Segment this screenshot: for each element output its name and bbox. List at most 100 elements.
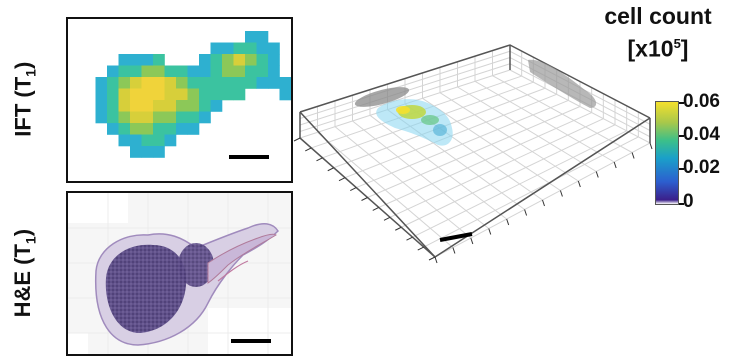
- ift-heatmap-cell: [95, 100, 108, 112]
- ift-heatmap-cell: [153, 134, 165, 147]
- ift-heatmap-cell: [164, 123, 177, 135]
- colorbar-tick-label: 0.06: [683, 91, 720, 112]
- ift-heatmap-cell: [199, 100, 211, 112]
- ift-heatmap-cell: [153, 111, 165, 124]
- ift-heatmap-cell: [187, 65, 200, 78]
- ift-heatmap-cell: [153, 65, 165, 78]
- ift-heatmap-cell: [118, 54, 131, 66]
- ift-heatmap-cell: [233, 77, 246, 89]
- ift-heatmap-cell: [176, 77, 188, 89]
- ift-heatmap-cell: [199, 65, 211, 78]
- ift-heatmap-cell: [256, 77, 269, 89]
- ift-heatmap: [95, 31, 291, 158]
- ift-heatmap-cell: [176, 65, 188, 78]
- ift-heatmap-cell: [245, 31, 257, 43]
- ift-heatmap-cell: [245, 54, 257, 66]
- ift-heatmap-cell: [210, 42, 223, 55]
- ift-scale-bar: [229, 155, 269, 159]
- colorbar-tickmark: [679, 135, 684, 137]
- ift-heatmap-cell: [141, 88, 154, 101]
- colorbar-tick-label: 0: [683, 191, 694, 212]
- ift-heatmap-cell: [256, 42, 269, 55]
- ift-heatmap-cell: [199, 54, 211, 66]
- ift-heatmap-cell: [118, 100, 131, 112]
- ift-heatmap-cell: [130, 134, 142, 147]
- ift-heatmap-cell: [164, 88, 177, 101]
- ift-heatmap-cell: [256, 65, 269, 78]
- ift-heatmap-cell: [118, 123, 131, 135]
- ift-heatmap-cell: [210, 77, 223, 89]
- ift-heatmap-cell: [130, 54, 142, 66]
- ift-heatmap-cell: [141, 54, 154, 66]
- ift-heatmap-cell: [130, 100, 142, 112]
- ift-heatmap-cell: [130, 88, 142, 101]
- ift-heatmap-cell: [141, 65, 154, 78]
- ift-heatmap-cell: [176, 111, 188, 124]
- ift-heatmap-cell: [222, 54, 234, 66]
- colorbar-title: cell count [x105]: [604, 3, 712, 62]
- ift-heatmap-cell: [210, 54, 223, 66]
- ift-heatmap-cell: [118, 77, 131, 89]
- ift-heatmap-cell: [187, 111, 200, 124]
- ift-heatmap-cell: [222, 65, 234, 78]
- ift-heatmap-cell: [141, 146, 154, 158]
- ift-heatmap-cell: [256, 54, 269, 66]
- volume-scale-bar: [439, 232, 473, 242]
- ift-heatmap-cell: [164, 134, 177, 147]
- ift-heatmap-cell: [222, 88, 234, 101]
- ift-heatmap-cell: [164, 77, 177, 89]
- he-scale-bar: [231, 339, 271, 343]
- ift-heatmap-cell: [268, 65, 280, 78]
- ift-heatmap-cell: [130, 111, 142, 124]
- he-histology-image: [68, 193, 291, 354]
- volume-cell-density: [376, 99, 453, 146]
- ift-heatmap-cell: [107, 123, 119, 135]
- ift-heatmap-cell: [187, 100, 200, 112]
- ift-heatmap-cell: [245, 42, 257, 55]
- ift-heatmap-cell: [141, 123, 154, 135]
- ift-heatmap-cell: [199, 77, 211, 89]
- ift-heatmap-cell: [245, 65, 257, 78]
- ift-heatmap-cell: [222, 42, 234, 55]
- ift-heatmap-cell: [130, 65, 142, 78]
- ift-heatmap-cell: [95, 77, 108, 89]
- ift-heatmap-cell: [118, 134, 131, 147]
- ift-heatmap-cell: [118, 88, 131, 101]
- colorbar-tick-label: 0.02: [683, 157, 720, 178]
- ift-heatmap-cell: [153, 77, 165, 89]
- colorbar-tickmark: [679, 203, 684, 205]
- ift-heatmap-cell: [164, 65, 177, 78]
- volume-box-outline: [299, 44, 651, 258]
- ift-heatmap-cell: [222, 77, 234, 89]
- ift-heatmap-cell: [107, 88, 119, 101]
- ift-heatmap-cell: [153, 123, 165, 135]
- ift-heatmap-cell: [233, 65, 246, 78]
- ift-heatmap-cell: [95, 88, 108, 101]
- side-projection-shadow: [354, 87, 410, 107]
- ift-heatmap-cell: [233, 54, 246, 66]
- ift-heatmap-cell: [107, 65, 119, 78]
- ift-heatmap-cell: [176, 100, 188, 112]
- colorbar: [655, 101, 679, 205]
- ift-heatmap-cell: [95, 111, 108, 124]
- ift-heatmap-panel: [66, 17, 293, 183]
- ift-heatmap-cell: [153, 88, 165, 101]
- ift-heatmap-cell: [107, 100, 119, 112]
- ift-heatmap-cell: [118, 65, 131, 78]
- ift-heatmap-cell: [176, 123, 188, 135]
- ift-panel-label: IFT (T1): [9, 61, 39, 137]
- ift-heatmap-cell: [256, 31, 269, 43]
- ift-heatmap-cell: [268, 54, 280, 66]
- ift-heatmap-cell: [164, 111, 177, 124]
- colorbar-tickmark: [679, 102, 684, 104]
- ift-heatmap-cell: [141, 77, 154, 89]
- ift-heatmap-cell: [153, 54, 165, 66]
- ift-heatmap-cell: [141, 111, 154, 124]
- ift-heatmap-cell: [199, 88, 211, 101]
- ift-heatmap-cell: [233, 88, 246, 101]
- ift-heatmap-cell: [130, 146, 142, 158]
- ift-heatmap-cell: [130, 123, 142, 135]
- ift-heatmap-cell: [130, 77, 142, 89]
- ift-heatmap-cell: [233, 42, 246, 55]
